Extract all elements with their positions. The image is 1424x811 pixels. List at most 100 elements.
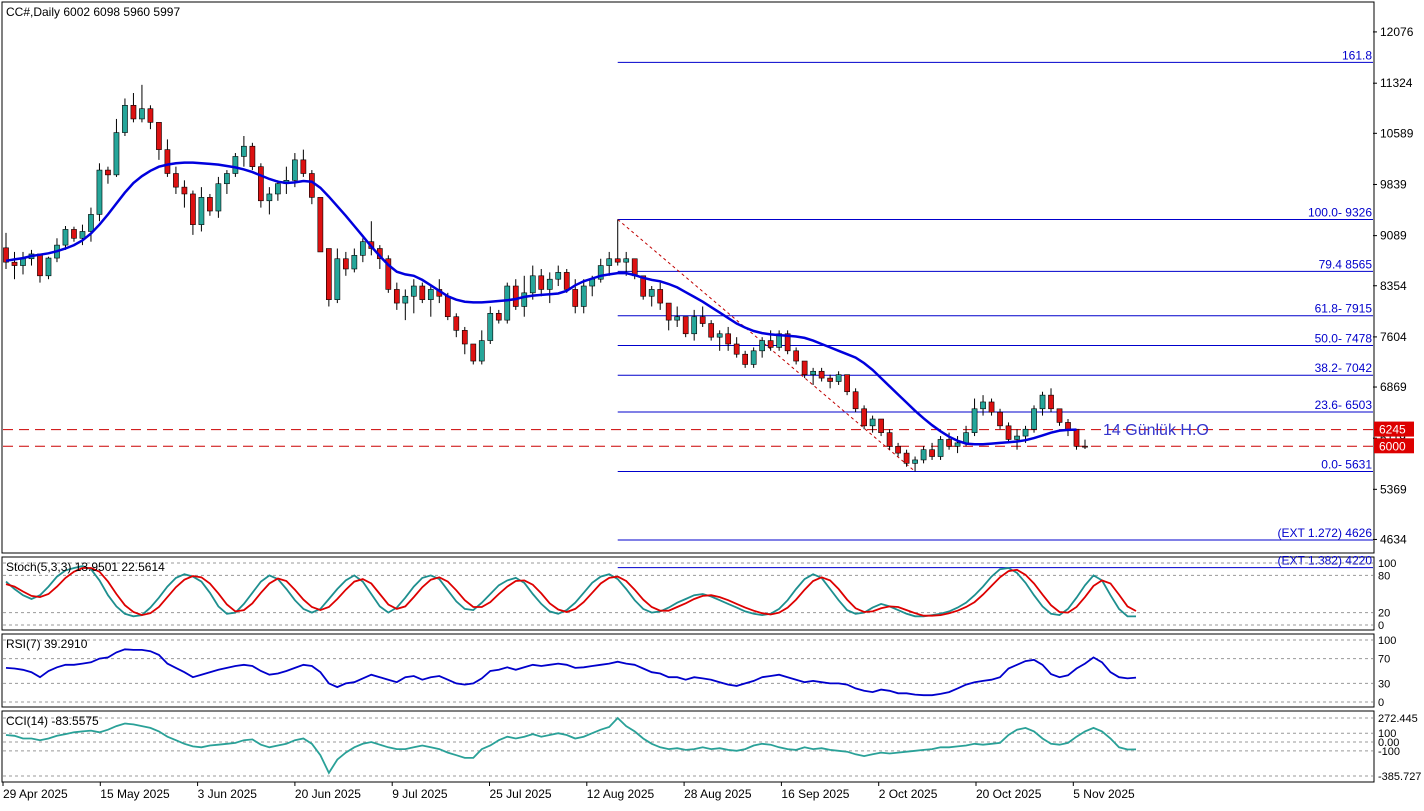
cci-label: CCI(14) -83.5575 <box>6 714 99 728</box>
level-label: 70 <box>1378 654 1390 666</box>
candle-down <box>444 295 451 318</box>
y-tick-label: 9089 <box>1380 229 1407 243</box>
level-label: 0.00 <box>1378 737 1399 749</box>
price-tag <box>1374 421 1414 437</box>
candle-up <box>45 257 52 277</box>
candle-down <box>419 285 426 300</box>
candle-up <box>648 289 655 297</box>
candle-down <box>190 193 196 225</box>
x-tick-label: 2 Oct 2025 <box>879 787 938 801</box>
fib-level-label: (EXT 1.382) 4220 <box>1277 554 1372 568</box>
cci-panel-frame <box>1 710 1375 783</box>
candle-up <box>1014 435 1020 440</box>
price-tag-label: 6000 <box>1379 439 1406 453</box>
candle-up <box>529 275 536 294</box>
candle-up <box>88 214 94 232</box>
candle-up <box>266 193 273 202</box>
fib-level-label: 61.8- 7915 <box>1315 302 1373 316</box>
candle-down <box>784 333 791 352</box>
candle-down <box>997 411 1003 427</box>
fib-level-label: 23.6- 6503 <box>1315 398 1373 412</box>
level-label: 100 <box>1378 635 1396 647</box>
level-label: 100 <box>1378 728 1396 740</box>
candle-up <box>113 132 120 176</box>
x-tick-label: 28 Aug 2025 <box>684 787 752 801</box>
candle-down <box>317 197 324 253</box>
stoch-panel-frame <box>1 556 1375 631</box>
ma-label: 14 Günlük H.O <box>1103 422 1209 439</box>
level-label: 30 <box>1378 678 1390 690</box>
stoch-d-line <box>5 567 1137 617</box>
candle-down <box>1073 428 1080 447</box>
candle-up <box>546 278 553 290</box>
candle-up <box>62 229 69 246</box>
x-tick-label: 29 Apr 2025 <box>3 787 68 801</box>
candle-up <box>920 449 927 461</box>
candle-down <box>725 333 732 345</box>
candle-up <box>334 258 341 300</box>
moving-average-line <box>5 161 1077 446</box>
fib-level-label: 38.2- 7042 <box>1315 361 1373 375</box>
candle-down <box>844 374 850 393</box>
candle-up <box>351 255 358 270</box>
candle-up <box>555 272 562 280</box>
candle-up <box>606 258 613 266</box>
price-panel: 1207611324105899839908983547604686961195… <box>3 25 1414 569</box>
candle-down <box>105 169 111 176</box>
candle-down <box>699 316 706 324</box>
candle-down <box>538 275 545 290</box>
candle-up <box>1022 428 1029 437</box>
candle-down <box>614 258 621 263</box>
candle-up <box>716 333 723 338</box>
candle-up <box>20 258 26 266</box>
candle-down <box>886 432 893 447</box>
level-label: 100 <box>1378 558 1396 570</box>
candle-down <box>988 401 995 413</box>
candle-up <box>759 340 765 352</box>
candle-down <box>309 173 315 198</box>
candle-down <box>563 272 570 290</box>
candle-up <box>521 292 528 307</box>
x-tick-label: 12 Aug 2025 <box>587 787 655 801</box>
rsi-panel-frame <box>1 633 1375 708</box>
candle-up <box>402 295 409 304</box>
candle-down <box>300 159 307 174</box>
candle-down <box>495 313 502 321</box>
level-label: -100 <box>1378 746 1400 758</box>
candle-down <box>861 408 867 427</box>
fib-level-label: 50.0- 7478 <box>1315 331 1373 345</box>
candle-down <box>665 302 672 321</box>
candle-down <box>1082 445 1088 448</box>
rsi-label: RSI(7) 39.2910 <box>6 637 88 651</box>
x-tick-label: 20 Jun 2025 <box>295 787 361 801</box>
candle-down <box>11 261 18 266</box>
main-panel-frame <box>1 1 1375 554</box>
x-tick-label: 15 May 2025 <box>100 787 170 801</box>
candle-up <box>359 241 366 256</box>
candle-up <box>215 183 222 212</box>
candle-down <box>903 452 910 464</box>
candle-up <box>810 370 816 375</box>
candle-down <box>682 316 689 335</box>
fib-swing-line <box>617 219 916 472</box>
candle-down <box>249 145 256 167</box>
stoch-label: Stoch(5,3,3) 13.9501 22.5614 <box>6 560 165 574</box>
fib-level-label: 100.0- 9326 <box>1308 205 1372 219</box>
y-tick-label: 5369 <box>1380 482 1407 496</box>
candle-up <box>954 442 961 447</box>
y-tick-label: 4634 <box>1380 532 1407 546</box>
candle-down <box>929 449 935 457</box>
y-tick-label: 10589 <box>1380 126 1414 140</box>
candle-down <box>385 258 392 290</box>
y-tick-label: 6869 <box>1380 380 1407 394</box>
candle-down <box>470 343 477 362</box>
x-axis: 29 Apr 2025 15 May 2025 3 Jun 2025 20 Jun 2… <box>2 782 1135 801</box>
candle-down <box>708 323 715 338</box>
candle-up <box>750 350 757 365</box>
candle-up <box>292 159 298 181</box>
candle-down <box>393 289 400 304</box>
candle-up <box>971 408 978 433</box>
price-tag-label: 6245 <box>1379 423 1406 437</box>
candle-down <box>1048 394 1054 410</box>
